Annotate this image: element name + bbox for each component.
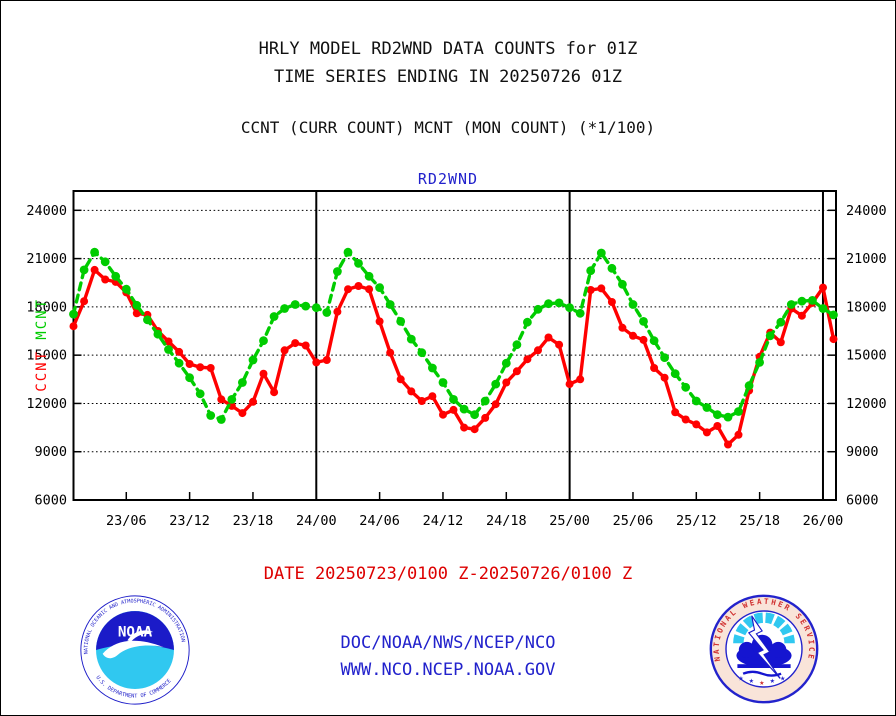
svg-text:★: ★	[738, 673, 743, 683]
svg-text:12000: 12000	[26, 396, 67, 412]
svg-text:23/06: 23/06	[106, 513, 147, 529]
svg-text:12000: 12000	[846, 396, 887, 412]
chart-subtitle: CCNT (CURR COUNT) MCNT (MON COUNT) (*1/1…	[240, 118, 656, 137]
date-range-text: DATE 20250723/0100 Z-20250726/0100 Z	[263, 564, 633, 584]
svg-text:24000: 24000	[26, 203, 67, 219]
chart-frame	[72, 190, 837, 501]
svg-text:9000: 9000	[846, 444, 879, 460]
noaa-wordmark: NOAA	[118, 625, 153, 641]
link-doc-noaa-nws-ncep-nco[interactable]: DOC/NOAA/NWS/NCEP/NCO	[340, 633, 556, 653]
svg-text:★: ★	[780, 673, 785, 683]
svg-text:24/00: 24/00	[296, 513, 337, 529]
y-axis-labels-right: 24000 21000 18000 15000 12000 9000 6000	[846, 203, 887, 509]
noaa-logo: NOAA NATIONAL OCEANIC AND ATMOSPHERIC AD…	[80, 595, 190, 705]
svg-text:23/12: 23/12	[169, 513, 210, 529]
svg-text:★: ★	[770, 676, 775, 686]
noaa-bird-icon	[102, 640, 164, 659]
title-line-2: TIME SERIES ENDING IN 20250726 01Z	[274, 67, 622, 87]
nws-sunburst-icon	[733, 612, 795, 644]
nws-wave-icon	[742, 670, 782, 677]
chart-gridlines	[73, 209, 836, 501]
nws-logo: ★ ★ ★ ★ ★ NATIONAL WEATHER SERVICE	[709, 594, 819, 704]
svg-text:26/00: 26/00	[803, 513, 844, 529]
svg-text:★: ★	[749, 676, 754, 686]
svg-text:25/06: 25/06	[613, 513, 654, 529]
link-nco-website[interactable]: WWW.NCO.NCEP.NOAA.GOV	[340, 660, 556, 680]
svg-text:21000: 21000	[26, 251, 67, 267]
svg-text:24/18: 24/18	[486, 513, 527, 529]
nws-stars: ★ ★ ★ ★ ★	[738, 673, 785, 688]
x-axis-labels: 23/06 23/12 23/18 24/00 24/06 24/12 24/18 25/00…	[106, 513, 843, 529]
noaa-emblem-top	[96, 611, 174, 650]
series-mcnt-line	[69, 247, 838, 424]
svg-text:9000: 9000	[34, 444, 67, 460]
svg-text:6000: 6000	[34, 493, 67, 509]
mcnt-axis-label: MCNT	[34, 298, 50, 340]
svg-text:23/18: 23/18	[233, 513, 274, 529]
svg-text:15000: 15000	[26, 348, 67, 364]
svg-text:24/06: 24/06	[359, 513, 400, 529]
svg-text:25/12: 25/12	[676, 513, 717, 529]
svg-text:24000: 24000	[846, 203, 887, 219]
noaa-bird-wing-icon	[127, 630, 154, 642]
svg-text:25/00: 25/00	[549, 513, 590, 529]
svg-text:15000: 15000	[846, 348, 887, 364]
y-axis-labels-left: 24000 21000 18000 15000 12000 9000 6000	[26, 203, 67, 509]
title-line-1: HRLY MODEL RD2WND DATA COUNTS for 01Z	[258, 39, 638, 59]
svg-text:★: ★	[759, 678, 764, 688]
nws-lightning-icon	[747, 615, 781, 679]
svg-text:21000: 21000	[846, 251, 887, 267]
svg-text:18000: 18000	[846, 299, 887, 315]
chart-title: RD2WND	[417, 170, 479, 188]
day-boundary-lines	[315, 191, 824, 500]
series-ccnt-line	[69, 265, 838, 449]
ccnt-axis-label: CCNT	[34, 350, 50, 392]
svg-text:6000: 6000	[846, 493, 879, 509]
svg-text:25/18: 25/18	[739, 513, 780, 529]
svg-text:18000: 18000	[26, 299, 67, 315]
svg-text:24/12: 24/12	[423, 513, 464, 529]
